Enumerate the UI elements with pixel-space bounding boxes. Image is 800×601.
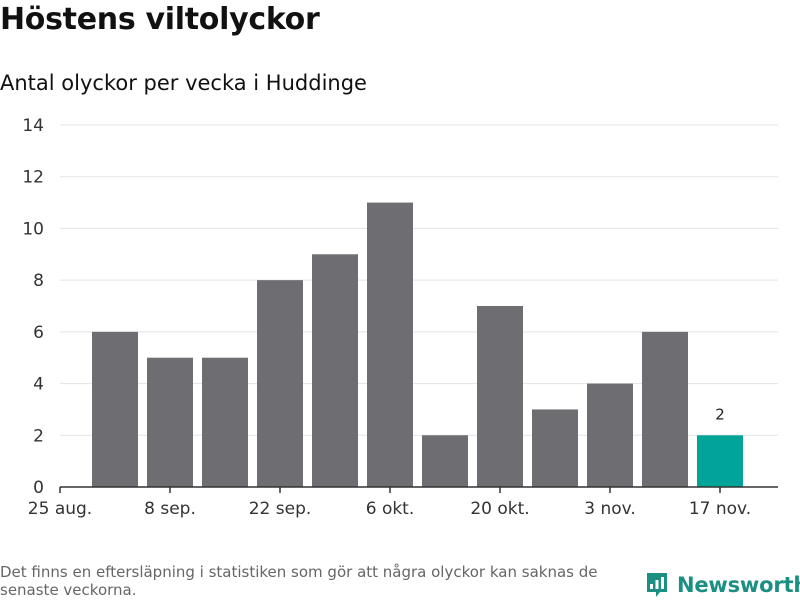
x-tick-label: 20 okt. (470, 499, 529, 519)
bar (312, 254, 358, 487)
x-tick-label: 25 aug. (28, 499, 92, 519)
y-tick-label: 14 (22, 116, 44, 136)
y-tick-label: 10 (22, 219, 44, 239)
footer-note: Det finns en eftersläpning i statistiken… (0, 563, 598, 599)
chart-subtitle: Antal olyckor per vecka i Huddinge (0, 71, 367, 95)
x-tick-label: 17 nov. (689, 499, 751, 519)
bar (477, 306, 523, 487)
bar (587, 383, 633, 487)
brand-logo: Newsworthy (645, 569, 800, 601)
y-tick-label: 12 (22, 168, 44, 188)
bar (202, 357, 248, 487)
y-tick-label: 2 (33, 426, 44, 446)
y-tick-label: 6 (33, 323, 44, 343)
bar-chart: 0 2 4 6 8 10 12 14 2 25 aug. 8 sep. 22 sep. 6 okt. 20… (22, 116, 778, 519)
y-tick-label: 8 (33, 271, 44, 291)
axes (59, 486, 778, 493)
x-tick-label: 8 sep. (144, 499, 196, 519)
y-tick-label: 0 (33, 478, 44, 498)
labels: 0 2 4 6 8 10 12 14 2 25 aug. 8 sep. 22 sep. 6 okt. 20… (22, 116, 751, 519)
bar (257, 280, 303, 487)
bar (532, 409, 578, 487)
y-tick-label: 4 (33, 375, 44, 395)
bar (92, 331, 138, 487)
bar (147, 357, 193, 487)
newsworthy-logo-icon (647, 573, 667, 597)
bars (92, 202, 743, 488)
brand-name: Newsworthy (677, 573, 800, 597)
bar (422, 435, 468, 487)
bar (367, 202, 413, 488)
x-tick-label: 3 nov. (584, 499, 636, 519)
x-tick-label: 6 okt. (366, 499, 415, 519)
bar (642, 331, 688, 487)
data-label: 2 (715, 405, 725, 423)
x-tick-label: 22 sep. (249, 499, 312, 519)
bar-highlight (697, 435, 743, 487)
chart-title: Höstens viltolyckor (0, 2, 320, 37)
